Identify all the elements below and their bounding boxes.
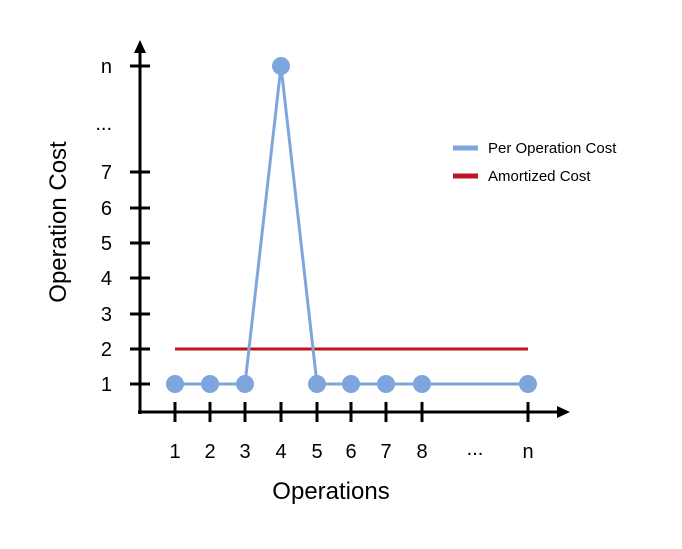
- y-tick-label: n: [101, 56, 112, 78]
- y-tick-label: 7: [101, 162, 112, 184]
- per-operation-cost-point: [377, 375, 395, 393]
- x-axis-ticks: 1 2 3 4 5 6 7 8... n: [169, 402, 534, 463]
- x-tick-label: 8: [416, 441, 427, 463]
- x-tick-label: 2: [204, 441, 215, 463]
- x-axis-arrow: [557, 406, 570, 418]
- per-operation-cost-point: [236, 375, 254, 393]
- x-tick-label: ...: [467, 438, 484, 460]
- x-tick-label: 1: [169, 441, 180, 463]
- x-tick-label: 6: [345, 441, 356, 463]
- legend: Per Operation Cost Amortized Cost: [453, 140, 617, 185]
- axes: [134, 40, 570, 418]
- per-operation-cost-line: [175, 65, 528, 386]
- y-tick-label: 3: [101, 304, 112, 326]
- per-operation-cost-point: [201, 375, 219, 393]
- y-tick-label: 6: [101, 198, 112, 220]
- x-tick-label: 3: [239, 441, 250, 463]
- x-tick-label: 4: [275, 441, 286, 463]
- y-tick-label: ...: [95, 113, 112, 135]
- y-axis-ticks: 1 2 3 4 5 6 7... n: [95, 56, 150, 396]
- per-operation-cost-point: [166, 375, 184, 393]
- per-operation-cost-point: [272, 57, 290, 75]
- legend-label: Per Operation Cost: [488, 140, 617, 157]
- x-axis-title: Operations: [272, 478, 389, 505]
- y-axis-arrow: [134, 40, 146, 53]
- per-operation-cost-point: [308, 375, 326, 393]
- per-operation-cost-point: [342, 375, 360, 393]
- y-tick-label: 5: [101, 233, 112, 255]
- per-operation-cost-point: [519, 375, 537, 393]
- x-tick-label: n: [522, 441, 533, 463]
- y-axis-title: Operation Cost: [45, 141, 72, 303]
- x-tick-label: 5: [311, 441, 322, 463]
- legend-label: Amortized Cost: [488, 168, 591, 185]
- y-tick-label: 1: [101, 374, 112, 396]
- x-tick-label: 7: [380, 441, 391, 463]
- y-tick-label: 2: [101, 339, 112, 361]
- series-layer: [166, 57, 537, 393]
- per-operation-cost-point: [413, 375, 431, 393]
- y-tick-label: 4: [101, 268, 112, 290]
